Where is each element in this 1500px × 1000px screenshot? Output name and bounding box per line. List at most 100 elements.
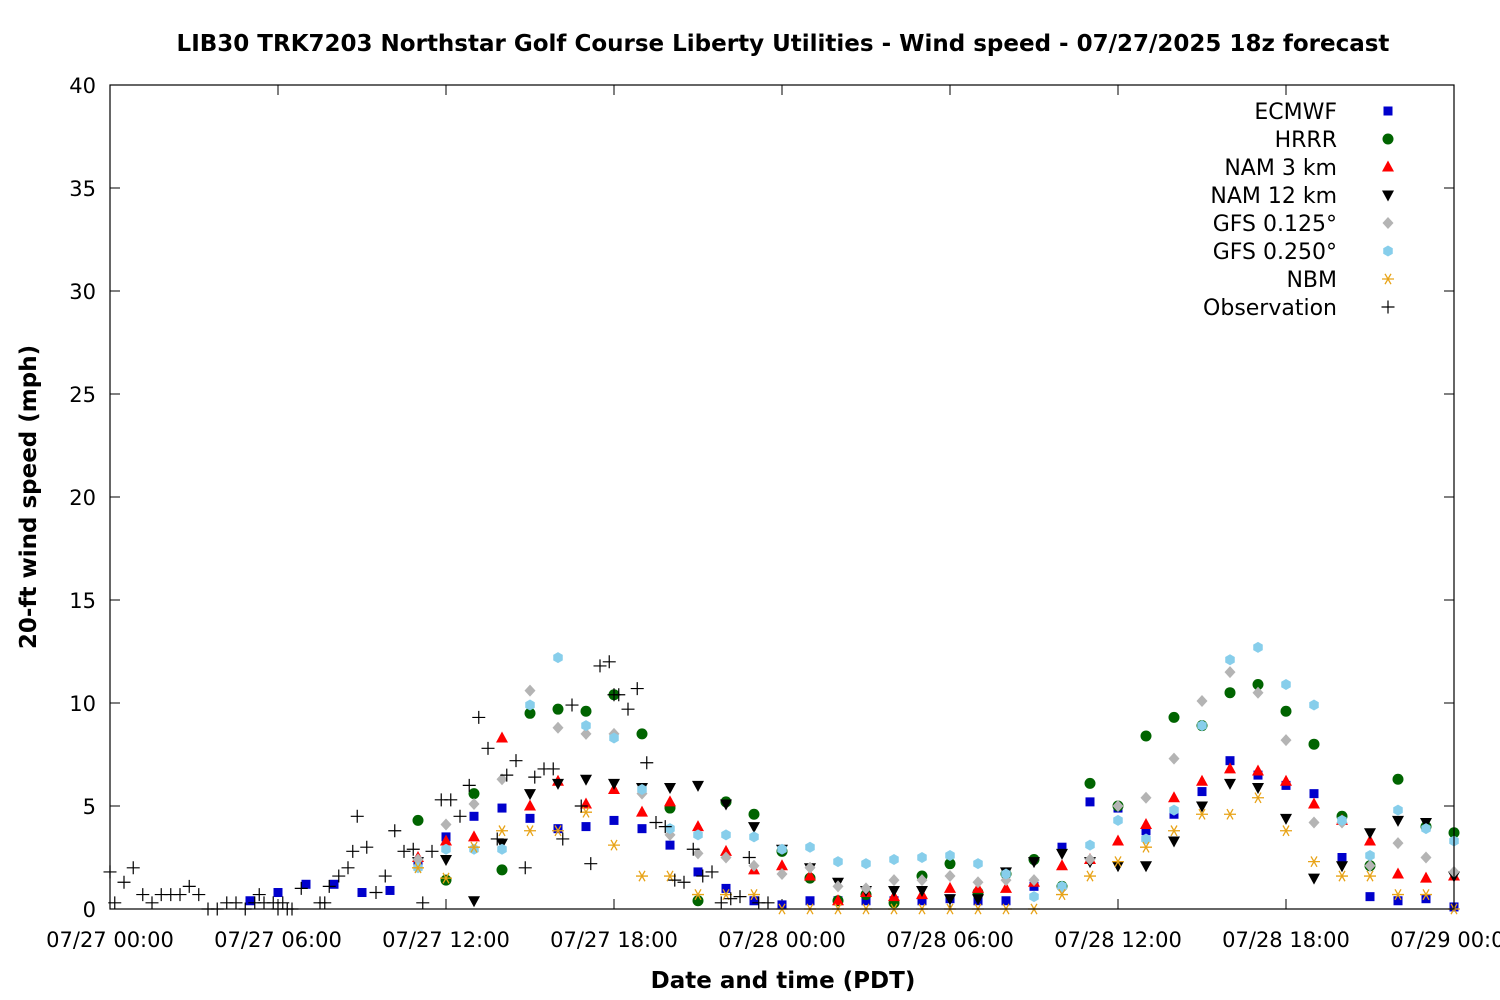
legend-label: NBM xyxy=(1286,268,1337,293)
data-point xyxy=(805,841,815,853)
data-point xyxy=(944,858,956,870)
data-point xyxy=(804,861,816,874)
data-point xyxy=(192,888,206,902)
data-point xyxy=(889,854,899,866)
data-point xyxy=(1056,859,1068,871)
data-point xyxy=(1224,808,1236,820)
data-point xyxy=(173,888,187,902)
data-point xyxy=(693,867,703,877)
data-point xyxy=(385,885,395,895)
data-point xyxy=(581,822,591,832)
data-point xyxy=(637,784,647,796)
data-point xyxy=(692,889,704,901)
legend-label: HRRR xyxy=(1275,128,1337,153)
data-point xyxy=(888,874,900,887)
data-point xyxy=(720,844,732,856)
data-point xyxy=(640,756,654,770)
data-point xyxy=(721,883,731,893)
data-point xyxy=(916,874,928,887)
data-point xyxy=(917,852,927,863)
data-point xyxy=(832,880,844,893)
data-point xyxy=(1420,871,1432,883)
x-tick-label: 07/28 06:00 xyxy=(886,928,1014,952)
data-point xyxy=(294,881,308,895)
data-point xyxy=(509,754,523,768)
data-point xyxy=(481,741,495,755)
data-point xyxy=(696,869,710,883)
legend: ECMWF HRRR NAM 3 km NAM 12 km GFS 0.125° GFS … xyxy=(1203,100,1395,321)
data-point xyxy=(136,888,150,902)
data-point xyxy=(441,843,451,855)
data-point xyxy=(1196,694,1208,707)
series-gfs-0-250 xyxy=(413,641,1459,903)
data-point xyxy=(1253,641,1263,653)
data-point xyxy=(1308,856,1320,868)
data-point xyxy=(1252,782,1264,794)
data-point xyxy=(1140,818,1152,830)
data-point xyxy=(472,710,486,724)
data-point xyxy=(1001,868,1011,880)
data-point xyxy=(609,815,619,825)
data-point xyxy=(273,888,283,898)
data-point xyxy=(664,870,676,882)
data-point xyxy=(749,831,759,843)
data-point xyxy=(748,889,760,901)
data-point xyxy=(861,858,871,870)
data-point xyxy=(776,859,788,871)
data-point xyxy=(1141,833,1151,845)
data-point xyxy=(1225,654,1235,666)
data-point xyxy=(714,896,728,910)
data-point xyxy=(805,896,815,906)
data-point xyxy=(1224,762,1236,774)
data-point xyxy=(1420,851,1432,864)
data-point xyxy=(552,703,564,715)
data-point xyxy=(1000,881,1012,893)
data-point xyxy=(318,896,332,910)
legend-label: GFS 0.250° xyxy=(1213,240,1337,265)
data-point xyxy=(580,806,592,818)
data-point xyxy=(468,896,480,908)
x-tick-label: 07/28 18:00 xyxy=(1222,928,1350,952)
data-point xyxy=(1337,814,1347,826)
data-point xyxy=(777,843,787,855)
data-point xyxy=(608,778,620,790)
data-point xyxy=(612,688,626,702)
data-point xyxy=(1168,791,1180,803)
data-point xyxy=(686,842,700,856)
data-point xyxy=(1364,859,1376,872)
data-point xyxy=(1113,814,1123,826)
data-point xyxy=(749,896,759,906)
data-point xyxy=(1224,666,1236,679)
data-point xyxy=(1364,834,1376,846)
data-point xyxy=(468,830,480,842)
data-point xyxy=(668,873,682,887)
data-point xyxy=(580,774,592,786)
data-point xyxy=(524,799,536,811)
data-point xyxy=(677,875,691,889)
data-point xyxy=(748,859,760,872)
legend-label: ECMWF xyxy=(1254,100,1337,125)
data-point xyxy=(496,825,508,837)
data-point xyxy=(1392,815,1404,827)
data-point xyxy=(944,881,956,893)
data-point xyxy=(552,778,564,790)
data-point xyxy=(692,820,704,832)
data-point xyxy=(1028,857,1040,869)
data-point xyxy=(1280,813,1292,825)
data-point xyxy=(636,805,648,817)
data-point xyxy=(468,841,480,853)
data-point xyxy=(692,895,704,907)
x-tick-label: 07/27 00:00 xyxy=(46,928,174,952)
data-point xyxy=(500,768,514,782)
x-tick-label: 07/27 12:00 xyxy=(382,928,510,952)
data-point xyxy=(1365,892,1375,902)
data-point xyxy=(1029,891,1039,903)
y-tick-label: 40 xyxy=(69,74,96,98)
data-point xyxy=(1140,861,1152,873)
data-point xyxy=(468,797,480,810)
legend-label: NAM 12 km xyxy=(1210,184,1337,209)
data-point xyxy=(1112,800,1124,812)
data-point xyxy=(1001,896,1011,906)
